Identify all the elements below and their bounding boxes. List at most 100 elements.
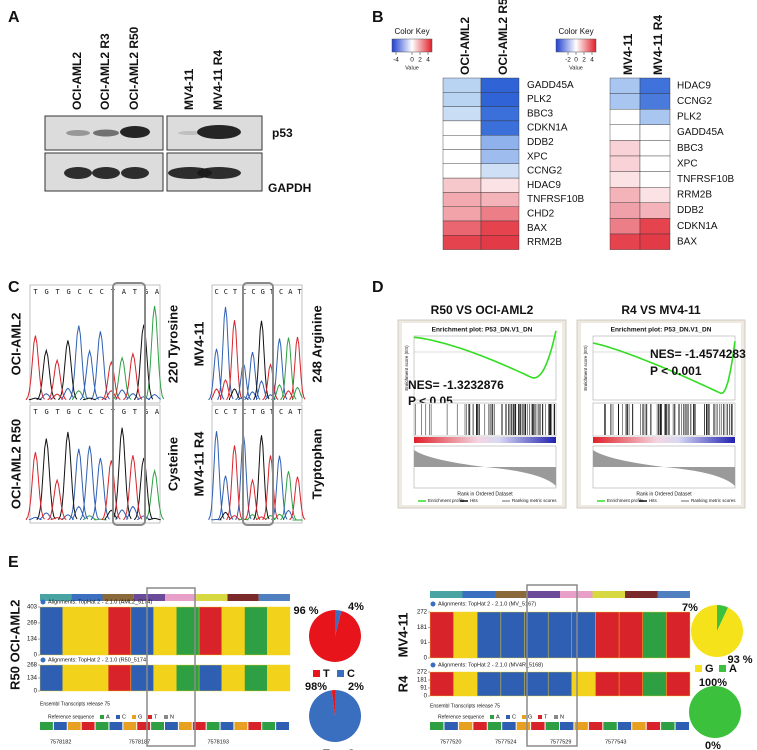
coverage-column bbox=[429, 671, 454, 697]
reference-base bbox=[531, 722, 545, 730]
nes-label: NES= -1.4574283 bbox=[650, 347, 746, 361]
x-axis-label: Rank in Ordered Dataset bbox=[636, 491, 692, 497]
heatmap-cell bbox=[442, 134, 482, 150]
nes-label: NES= -1.3232876 bbox=[408, 378, 504, 392]
gene-strip bbox=[495, 591, 528, 598]
lane-label: OCI-AML2 bbox=[70, 52, 84, 110]
trace bbox=[39, 325, 161, 401]
base-swatch bbox=[116, 715, 120, 719]
heatmap-cell bbox=[480, 206, 520, 222]
base-calls: TGTGCCCTATGA bbox=[33, 288, 166, 296]
reference-base bbox=[276, 722, 289, 730]
x-axis-label: Rank in Ordered Dataset bbox=[457, 491, 513, 497]
heatmap-cell bbox=[480, 106, 520, 122]
blot-band bbox=[93, 129, 119, 137]
coverage-column bbox=[547, 611, 573, 659]
track-tick-label: 181 bbox=[417, 678, 428, 684]
heatmap-cell bbox=[480, 220, 520, 236]
key-tick-label: 2 bbox=[418, 57, 422, 64]
key-tick-label: -4 bbox=[393, 57, 399, 64]
alignment-label: Alignments: TopHat 2 - 2.1.0 (R50_5174) bbox=[48, 657, 148, 663]
gene-strip bbox=[462, 591, 495, 598]
gene-label: GADD45A bbox=[527, 80, 574, 91]
reference-base bbox=[574, 722, 588, 730]
base-swatch bbox=[554, 715, 558, 719]
heatmap-cell bbox=[639, 186, 671, 203]
highlight-box bbox=[112, 282, 146, 526]
reference-base bbox=[632, 722, 646, 730]
pie-value-label: 2% bbox=[348, 681, 364, 693]
sample-label: R4 bbox=[395, 675, 410, 692]
heatmap-cell bbox=[442, 77, 482, 93]
coverage-column bbox=[153, 606, 177, 656]
coverage-column bbox=[39, 606, 63, 656]
p-label: P < 0.001 bbox=[650, 364, 702, 378]
pie-slice bbox=[717, 605, 729, 631]
heatmap-cell bbox=[639, 124, 671, 141]
heatmap-cell bbox=[609, 93, 641, 110]
coverage-column bbox=[666, 611, 691, 659]
legend-label: G bbox=[705, 663, 714, 675]
reference-base bbox=[262, 722, 276, 730]
residue-label: Cysteine bbox=[165, 437, 180, 491]
column-label: MV4-11 bbox=[621, 33, 635, 75]
legend-label: Enrichment profile bbox=[607, 498, 644, 503]
heatmap-cell bbox=[480, 77, 520, 93]
pie-slice bbox=[309, 690, 362, 742]
coverage-column bbox=[244, 606, 268, 656]
reference-base bbox=[220, 722, 234, 730]
reference-base bbox=[206, 722, 220, 730]
coordinate-label: 7578187 bbox=[129, 739, 150, 745]
reference-base bbox=[123, 722, 137, 730]
gene-strip bbox=[625, 591, 658, 598]
transcripts-label: Ensembl Transcripts release 75 bbox=[430, 703, 500, 709]
coordinate-label: 7578182 bbox=[50, 739, 71, 745]
coverage-column bbox=[453, 611, 478, 659]
key-tick-label: 0 bbox=[410, 57, 414, 64]
heatmap-cell bbox=[480, 177, 520, 193]
base-label: G bbox=[528, 714, 532, 720]
residue-label: 220 Tyrosine bbox=[165, 305, 180, 384]
legend-label: C bbox=[347, 748, 355, 750]
key-tick-label: 4 bbox=[590, 57, 594, 64]
blot-band bbox=[64, 167, 92, 179]
base-label: T bbox=[544, 714, 548, 720]
gene-label: BBC3 bbox=[677, 143, 704, 154]
blot-band bbox=[178, 131, 202, 135]
coverage-column bbox=[130, 664, 154, 692]
heatmap-cell bbox=[639, 155, 671, 172]
gene-label: DDB2 bbox=[527, 137, 554, 148]
panel-letter: A bbox=[8, 9, 20, 26]
heatmap-cell bbox=[442, 163, 482, 179]
reference-base bbox=[40, 722, 53, 730]
panel-letter: D bbox=[372, 279, 384, 296]
key-tick-label: 0 bbox=[574, 57, 578, 64]
reference-base bbox=[545, 722, 559, 730]
coverage-column bbox=[642, 611, 667, 659]
panel-letter: C bbox=[8, 279, 20, 296]
coverage-column bbox=[618, 611, 643, 659]
track-icon bbox=[430, 601, 436, 607]
alignment-label: Alignments: TopHat 2 - 2.1.0 (AML2_5174) bbox=[48, 599, 152, 605]
heatmap-cell bbox=[442, 235, 482, 250]
gene-strip bbox=[430, 591, 463, 598]
base-calls: TGTGCCCTGTGA bbox=[33, 408, 166, 416]
coverage-column bbox=[618, 671, 643, 697]
heatmap-cell bbox=[480, 92, 520, 107]
legend-swatch bbox=[719, 665, 726, 672]
reference-base bbox=[444, 722, 458, 730]
track-icon bbox=[430, 662, 436, 668]
reference-base bbox=[67, 722, 81, 730]
coverage-column bbox=[453, 671, 478, 697]
pie-slice bbox=[335, 610, 342, 636]
sample-label: OCI-AML2 R50 bbox=[8, 419, 23, 509]
base-label: T bbox=[154, 714, 158, 720]
base-label: C bbox=[122, 714, 126, 720]
transcripts-label: Ensembl Transcripts release 75 bbox=[40, 701, 110, 707]
trace bbox=[25, 452, 143, 521]
coverage-column bbox=[62, 606, 86, 656]
track-tick-label: 134 bbox=[27, 676, 38, 682]
track-tick-label: 269 bbox=[27, 621, 38, 627]
